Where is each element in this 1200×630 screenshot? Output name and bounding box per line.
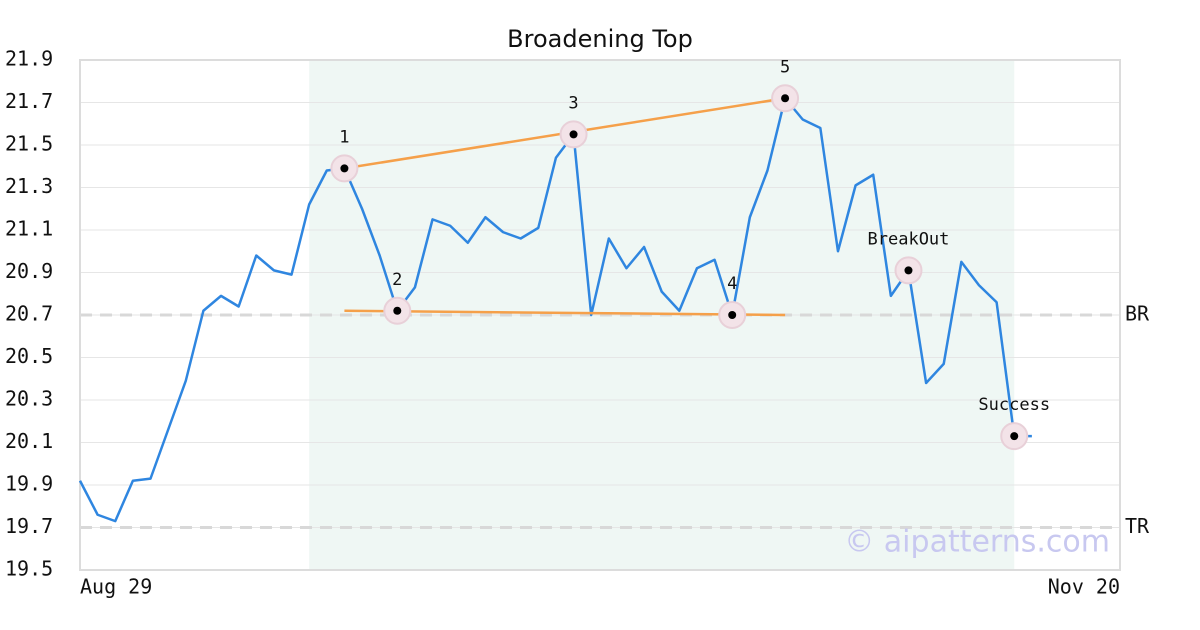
- y-tick-label: 20.7: [5, 302, 53, 326]
- price-line: [78, 97, 1032, 523]
- point-dot: [904, 266, 913, 275]
- point-label: 2: [392, 270, 402, 290]
- y-tick-label: 19.9: [5, 472, 53, 496]
- point-dot: [728, 311, 737, 319]
- trendline: [344, 309, 786, 317]
- y-tick-label: 21.9: [5, 47, 53, 71]
- y-tick-label: 21.3: [5, 174, 53, 198]
- point-label: 4: [727, 274, 737, 294]
- level-label: BR: [1125, 302, 1150, 326]
- y-tick-label: 20.1: [5, 429, 53, 453]
- point-dot: [1010, 432, 1019, 441]
- level-label: TR: [1125, 514, 1150, 538]
- point-label: 3: [568, 93, 578, 113]
- plot-frame: [79, 59, 1121, 571]
- y-tick-label: 19.7: [5, 514, 53, 538]
- chart-title: Broadening Top: [507, 25, 693, 53]
- y-tick-label: 21.7: [5, 89, 53, 113]
- y-tick-label: 20.5: [5, 344, 53, 368]
- x-tick-label: Aug 29: [80, 575, 152, 599]
- point-label: BreakOut: [868, 229, 950, 249]
- y-tick-label: 20.3: [5, 387, 53, 411]
- y-tick-label: 20.9: [5, 259, 53, 283]
- point-dot: [340, 164, 349, 173]
- y-tick-label: 21.5: [5, 132, 53, 156]
- watermark: © aipatterns.com: [844, 525, 1110, 560]
- y-tick-label: 19.5: [5, 557, 53, 581]
- point-dot: [393, 306, 402, 315]
- point-dot: [569, 130, 578, 139]
- point-dot: [781, 94, 790, 103]
- point-label: Success: [978, 395, 1050, 415]
- point-label: 1: [339, 127, 349, 147]
- y-tick-label: 21.1: [5, 217, 53, 241]
- point-label: 5: [780, 57, 790, 77]
- x-tick-label: Nov 20: [1048, 575, 1120, 599]
